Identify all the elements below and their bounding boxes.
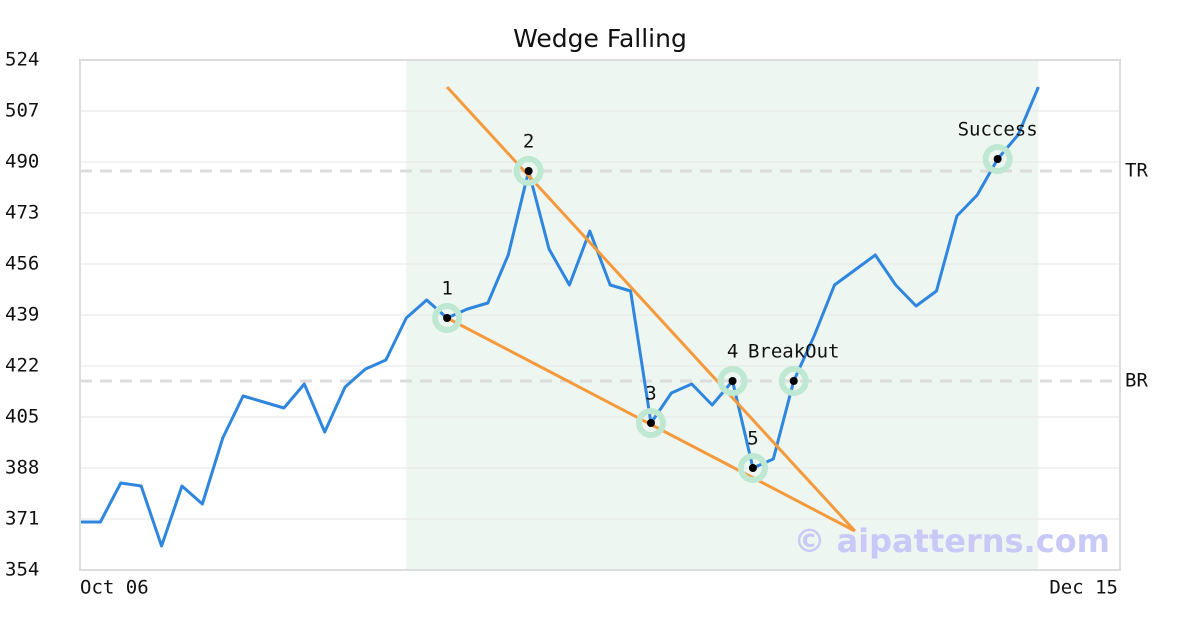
price-line [80,86,1040,548]
y-tick-label: 524 [5,49,39,71]
point-dot [789,377,798,385]
point-halo [717,366,748,396]
point-halo [778,366,809,396]
point-halo [737,453,768,483]
y-tick-label: 473 [5,202,39,224]
point-halo [982,144,1013,174]
point-dot [728,377,737,385]
y-tick-label: 388 [5,457,39,479]
plot-border [79,59,1121,571]
chart-title: Wedge Falling [513,24,687,53]
x-tick-label: Dec 15 [1049,577,1118,599]
point-dot [748,464,757,472]
y-tick-label: 422 [5,355,39,377]
point-label: 2 [523,131,534,153]
watermark: © aipatterns.com [793,522,1110,560]
point-label: 1 [441,278,452,300]
point-label: 3 [645,383,656,405]
point-dot [524,167,533,175]
level-label: TR [1125,160,1148,182]
y-tick-label: 405 [5,406,39,428]
point-label: 4 [727,341,738,363]
point-label: Success [958,119,1038,141]
point-label: BreakOut [748,341,840,363]
point-dot [646,419,655,427]
y-tick-label: 490 [5,151,39,173]
y-tick-label: 456 [5,253,39,275]
point-halo [635,408,666,438]
point-dot [443,314,452,322]
point-halo [432,303,463,333]
x-tick-label: Oct 06 [80,577,149,599]
y-tick-label: 371 [5,508,39,530]
level-label: BR [1125,370,1148,392]
y-tick-label: 354 [5,559,39,581]
point-halo [513,156,544,186]
y-tick-label: 507 [5,100,39,122]
point-dot [993,155,1002,163]
y-tick-label: 439 [5,304,39,326]
trend-line [445,85,857,533]
point-label: 5 [747,428,758,450]
